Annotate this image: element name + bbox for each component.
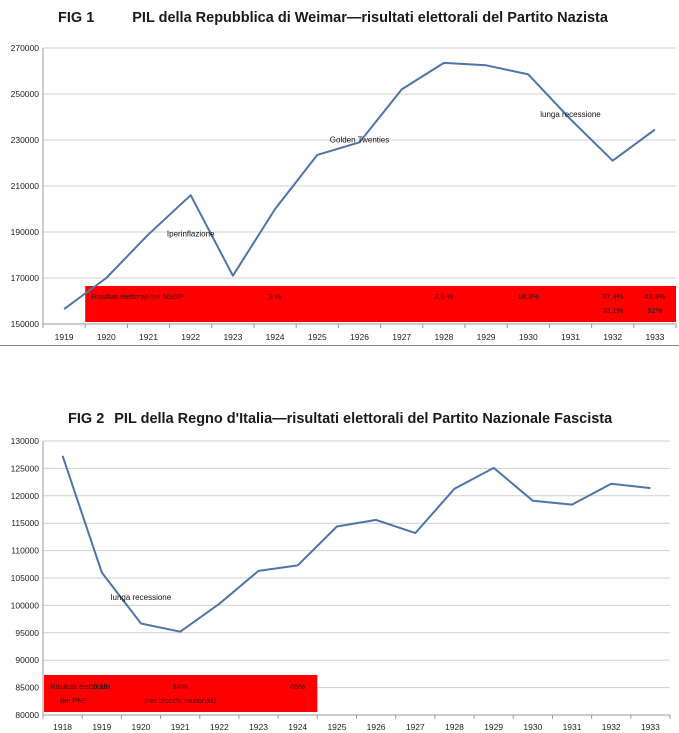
y-tick-label: 230000 bbox=[11, 135, 40, 145]
x-tick-label: 1921 bbox=[139, 332, 158, 342]
x-tick-label: 1925 bbox=[327, 722, 346, 732]
y-tick-label: 100000 bbox=[11, 600, 40, 610]
annotation: Golden Twenties bbox=[330, 135, 389, 144]
chart-title: FIG 1 PIL della Repubblica di Weimar—risu… bbox=[58, 10, 608, 26]
results-entry: 0,1% bbox=[93, 682, 110, 691]
x-tick-label: 1932 bbox=[603, 332, 622, 342]
results-entry: 18,3% bbox=[518, 292, 540, 301]
x-tick-label: 1928 bbox=[445, 722, 464, 732]
series-line bbox=[61, 455, 651, 633]
y-tick-label: 270000 bbox=[11, 43, 40, 53]
x-tick-label: 1920 bbox=[97, 332, 116, 342]
annotation: Iperinflazione bbox=[167, 230, 215, 239]
x-tick-label: 1933 bbox=[641, 722, 660, 732]
results-entry: 65% bbox=[290, 682, 305, 691]
x-tick-label: 1930 bbox=[519, 332, 538, 342]
annotation: lunga recessione bbox=[540, 110, 601, 119]
figure-1: FIG 1 PIL della Repubblica di Weimar—risu… bbox=[0, 0, 679, 345]
results-entry: 92% bbox=[647, 306, 662, 315]
results-label: Risultati elettorali del NSDP bbox=[91, 292, 183, 301]
y-tick-label: 120000 bbox=[11, 491, 40, 501]
figure-label: FIG 1 bbox=[58, 10, 95, 26]
x-tick-label: 1929 bbox=[484, 722, 503, 732]
title-text: PIL della Regno d'Italia—risultati elett… bbox=[114, 411, 613, 427]
x-tick-label: 1922 bbox=[181, 332, 200, 342]
divider bbox=[0, 345, 679, 346]
results-entry: 33,1% bbox=[602, 306, 624, 315]
x-tick-label: 1921 bbox=[171, 722, 190, 732]
x-tick-label: 1923 bbox=[249, 722, 268, 732]
annotation: lunga recessione bbox=[111, 593, 172, 602]
x-tick-label: 1920 bbox=[132, 722, 151, 732]
y-tick-label: 115000 bbox=[11, 518, 39, 528]
results-entry: 14% bbox=[173, 682, 188, 691]
y-tick-label: 170000 bbox=[11, 273, 40, 283]
y-tick-label: 80000 bbox=[15, 710, 39, 720]
results-entry: 2,6 % bbox=[434, 292, 454, 301]
x-tick-label: 1926 bbox=[350, 332, 369, 342]
x-tick-label: 1924 bbox=[266, 332, 285, 342]
x-tick-label: 1925 bbox=[308, 332, 327, 342]
y-tick-label: 85000 bbox=[15, 683, 39, 693]
y-tick-label: 250000 bbox=[11, 89, 40, 99]
x-tick-label: 1932 bbox=[602, 722, 621, 732]
y-tick-label: 110000 bbox=[11, 546, 39, 556]
y-tick-label: 210000 bbox=[11, 181, 40, 191]
results-label: Risultati elettorali bbox=[50, 682, 107, 691]
results-box bbox=[85, 286, 676, 322]
x-tick-label: 1918 bbox=[53, 722, 72, 732]
results-entry: 37,9% bbox=[602, 292, 624, 301]
y-tick-label: 90000 bbox=[15, 655, 39, 665]
title-text: PIL della Repubblica di Weimar—risultati… bbox=[132, 10, 608, 26]
results-entry: (nei blocchi nazionali) bbox=[144, 696, 217, 705]
x-tick-label: 1923 bbox=[223, 332, 242, 342]
x-tick-label: 1919 bbox=[92, 722, 111, 732]
x-tick-label: 1927 bbox=[392, 332, 411, 342]
x-tick-label: 1924 bbox=[288, 722, 307, 732]
y-tick-label: 95000 bbox=[15, 628, 39, 638]
line-chart: 80000 85000 90000 95000 100000 105000 110000 11… bbox=[11, 436, 671, 732]
results-entry: 43,9% bbox=[644, 292, 666, 301]
y-tick-label: 105000 bbox=[11, 573, 40, 583]
results-entry: 3 % bbox=[269, 292, 282, 301]
x-tick-label: 1927 bbox=[406, 722, 425, 732]
x-tick-label: 1933 bbox=[645, 332, 664, 342]
results-box bbox=[44, 675, 318, 712]
x-tick-label: 1931 bbox=[561, 332, 580, 342]
x-tick-label: 1930 bbox=[523, 722, 542, 732]
y-tick-label: 125000 bbox=[11, 463, 40, 473]
y-tick-label: 190000 bbox=[11, 227, 40, 237]
results-label: dei PNF bbox=[60, 696, 88, 705]
line-chart: 150000 170000 190000 210000 230000 250000 2700… bbox=[11, 43, 677, 342]
x-tick-label: 1919 bbox=[55, 332, 74, 342]
x-tick-label: 1931 bbox=[563, 722, 582, 732]
y-tick-label: 130000 bbox=[11, 436, 40, 446]
figure-label: FIG 2 bbox=[68, 411, 105, 427]
figure-2: FIG 2 PIL della Regno d'Italia—risultati … bbox=[0, 400, 679, 733]
x-tick-label: 1926 bbox=[367, 722, 386, 732]
x-tick-label: 1928 bbox=[434, 332, 453, 342]
chart-title: FIG 2 PIL della Regno d'Italia—risultati … bbox=[68, 411, 612, 427]
x-tick-label: 1922 bbox=[210, 722, 229, 732]
y-tick-label: 150000 bbox=[11, 319, 40, 329]
x-tick-label: 1929 bbox=[477, 332, 496, 342]
